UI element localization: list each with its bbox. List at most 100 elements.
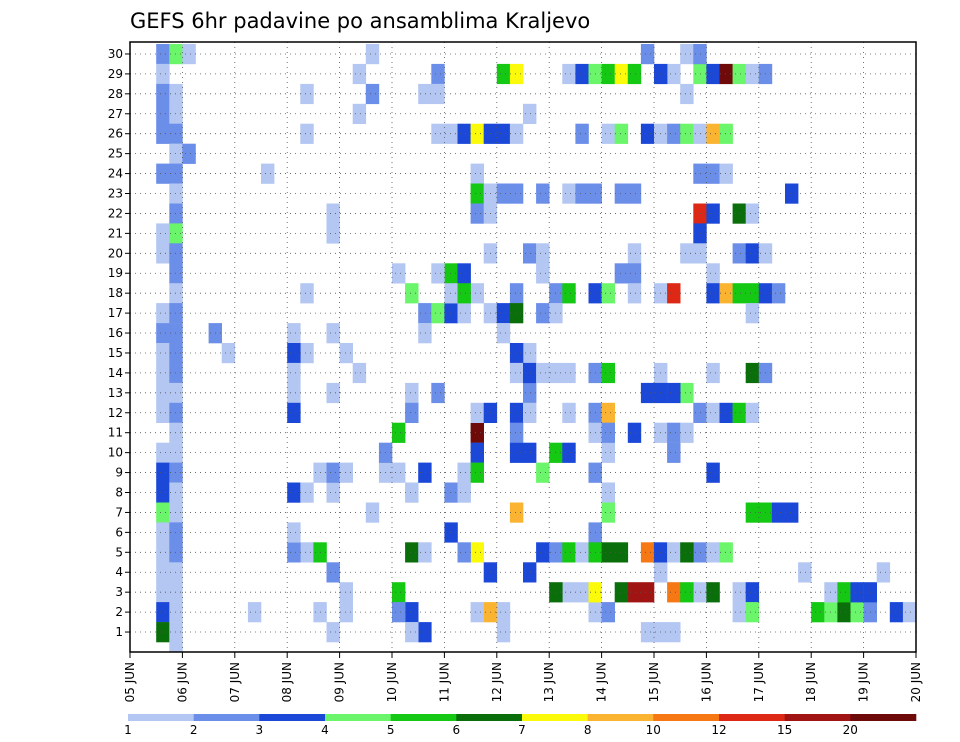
x-tick-label: 15 JUN (647, 662, 661, 702)
y-tick-label: 14 (108, 366, 123, 380)
heatmap-cell (719, 163, 733, 184)
heatmap-cell (326, 323, 340, 344)
heatmap-cell (496, 602, 511, 623)
legend-swatch (128, 714, 194, 721)
heatmap-cell (405, 382, 419, 404)
heatmap-cell (732, 283, 746, 304)
heatmap-cell (536, 263, 550, 284)
y-tick-label: 8 (115, 486, 123, 500)
heatmap-cell (509, 442, 524, 463)
heatmap-cell (627, 243, 642, 264)
heatmap-cell (365, 502, 380, 523)
x-tick-label: 14 JUN (595, 662, 609, 702)
heatmap-cell (444, 303, 458, 324)
heatmap-cell (326, 622, 340, 643)
y-tick-label: 3 (115, 585, 123, 599)
legend-label: 5 (387, 723, 395, 737)
legend-label: 12 (711, 723, 726, 737)
heatmap-cell (640, 123, 655, 144)
heatmap-cell (156, 44, 170, 65)
heatmap-cell (850, 582, 864, 603)
heatmap-cell (876, 562, 891, 583)
x-tick-label: 12 JUN (490, 662, 504, 702)
heatmap-cell (287, 522, 301, 543)
heatmap-cell (457, 482, 471, 503)
heatmap-cell (785, 183, 799, 204)
heatmap-cell (457, 303, 471, 324)
y-tick-label: 27 (108, 107, 123, 121)
heatmap-cell (523, 402, 537, 423)
x-tick-label: 19 JUN (857, 662, 871, 702)
heatmap-cell (509, 63, 524, 85)
heatmap-cell (627, 63, 642, 85)
heatmap-cell (352, 103, 367, 124)
heatmap-cell (562, 63, 576, 85)
heatmap-cell (365, 44, 380, 65)
heatmap-cell (509, 422, 524, 443)
heatmap-cell (405, 283, 419, 304)
legend-swatch (522, 714, 588, 721)
heatmap-cell (732, 582, 746, 603)
x-tick-label: 10 JUN (385, 662, 399, 702)
heatmap-cell (418, 323, 432, 344)
heatmap-cell (680, 44, 694, 65)
heatmap-cell (457, 283, 471, 304)
y-tick-label: 29 (108, 67, 123, 81)
heatmap-cell (706, 283, 720, 304)
legend-label: 2 (190, 723, 198, 737)
heatmap-cell (811, 602, 825, 623)
heatmap-cell (509, 402, 524, 423)
heatmap-cell (431, 83, 445, 105)
heatmap-cell (326, 382, 340, 404)
heatmap-cell (680, 83, 694, 105)
y-tick-label: 28 (108, 87, 123, 101)
heatmap-cell (732, 63, 746, 85)
heatmap-cell (785, 502, 799, 523)
heatmap-cell (496, 303, 511, 324)
heatmap-cell (418, 83, 432, 105)
heatmap-cell (601, 542, 615, 563)
heatmap-cell (627, 183, 642, 204)
heatmap-cell (156, 323, 170, 344)
heatmap-cell (562, 183, 576, 204)
heatmap-cell (457, 263, 471, 284)
heatmap-cell (326, 562, 340, 583)
heatmap-cell (221, 343, 236, 364)
heatmap-cell (614, 582, 629, 603)
heatmap-cell (601, 422, 615, 443)
heatmap-cell (745, 63, 760, 85)
heatmap-cell (706, 362, 720, 384)
y-tick-label: 24 (108, 167, 123, 181)
heatmap-cell (431, 63, 445, 85)
heatmap-cell (536, 183, 550, 204)
heatmap-cell (732, 203, 746, 224)
heatmap-cell (496, 123, 511, 144)
heatmap-cell (156, 482, 170, 503)
legend-swatch (390, 714, 457, 721)
y-tick-label: 5 (115, 545, 123, 559)
heatmap-cell (169, 642, 183, 653)
heatmap-cell (457, 542, 471, 563)
heatmap-cell (523, 362, 537, 384)
heatmap-cell (562, 283, 576, 304)
heatmap-cell (732, 402, 746, 423)
heatmap-cell (156, 382, 170, 404)
heatmap-cells (156, 44, 917, 653)
heatmap-cell (667, 422, 681, 443)
heatmap-cell (536, 303, 550, 324)
heatmap-cell (614, 123, 629, 144)
heatmap-cell (156, 63, 170, 85)
heatmap-cell (352, 63, 367, 85)
heatmap-cell (889, 602, 904, 623)
y-tick-label: 22 (108, 206, 123, 220)
heatmap-cell (745, 283, 760, 304)
heatmap-cell (745, 582, 760, 603)
heatmap-cell (536, 542, 550, 563)
heatmap-cell (667, 542, 681, 563)
heatmap-cell (392, 582, 406, 603)
heatmap-cell (300, 542, 314, 563)
heatmap-cell (523, 103, 537, 124)
heatmap-cell (601, 402, 615, 423)
heatmap-cell (405, 482, 419, 503)
heatmap-cell (732, 243, 746, 264)
